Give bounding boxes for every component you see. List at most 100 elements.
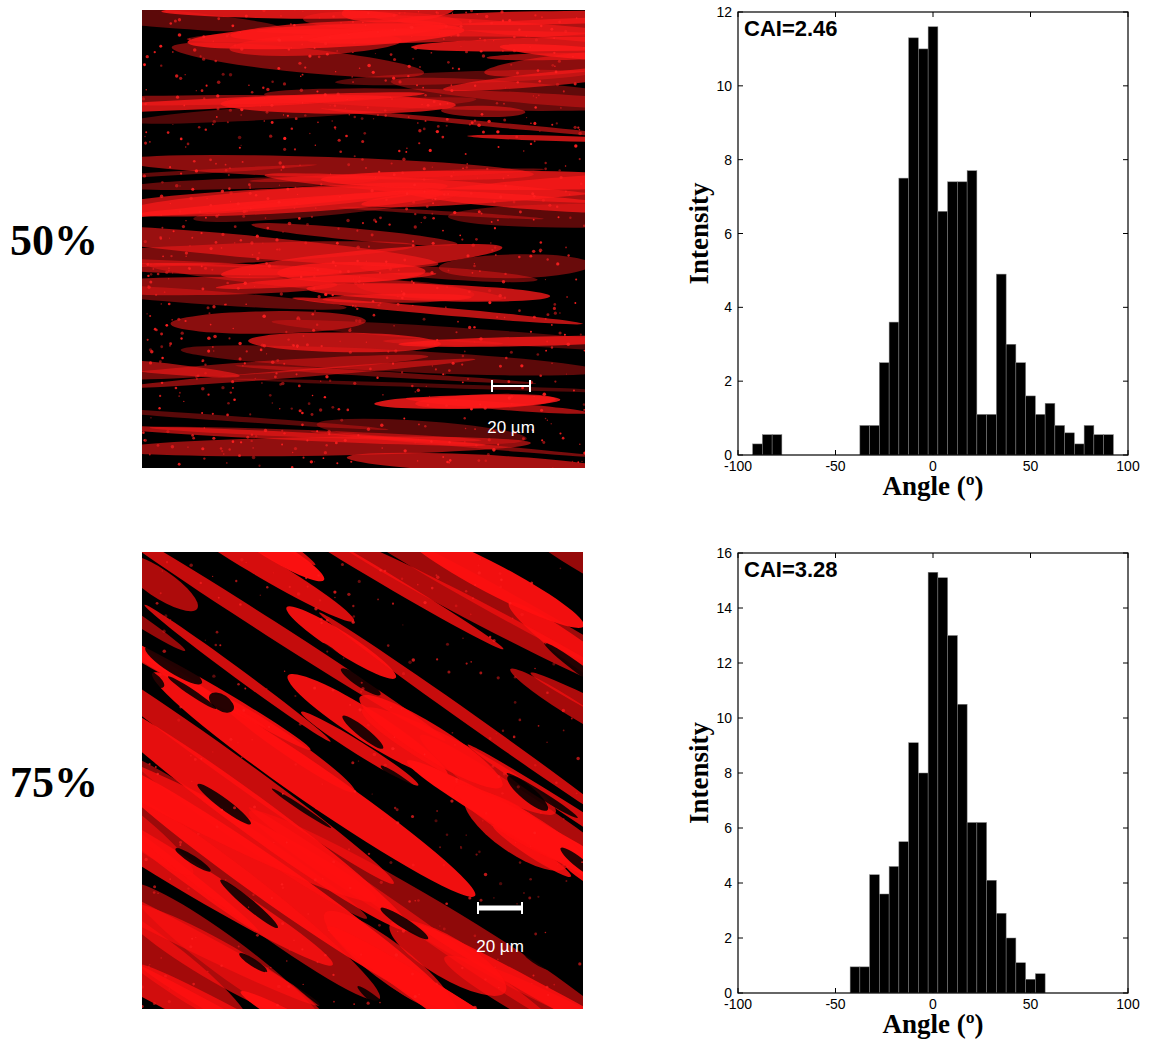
speckle [577,126,579,128]
histogram-bar [850,967,860,993]
speckle [207,336,211,340]
scale-bar-end [477,902,479,914]
speckle [533,195,536,198]
speckle [490,22,493,25]
speckle [445,902,448,905]
speckle [349,887,352,890]
speckle [462,381,464,383]
speckle [240,145,241,146]
speckle [357,434,359,436]
speckle [213,350,214,351]
speckle [461,363,463,365]
speckle [283,363,285,365]
speckle [480,50,483,53]
y-tick-label: 4 [724,299,732,315]
speckle [424,94,426,96]
speckle [230,201,231,202]
speckle [430,271,433,274]
speckle [332,860,335,863]
speckle [294,447,297,450]
x-tick-top [738,12,739,17]
speckle [474,341,475,342]
speckle [187,143,190,146]
speckle [496,733,497,734]
speckle [450,36,451,37]
speckle [147,286,150,289]
y-tick-right [1123,553,1128,554]
speckle [226,462,228,464]
speckle [178,395,180,397]
speckle [210,324,212,326]
speckle [228,34,229,35]
dark-gap [142,641,206,690]
speckle [402,672,405,675]
speckle [217,80,221,84]
histogram-bar [870,425,880,455]
speckle [379,1002,381,1004]
speckle [414,225,417,228]
speckle [218,214,220,216]
speckle [235,580,237,582]
fiber [395,552,583,639]
speckle [422,87,424,89]
speckle [401,172,404,175]
speckle [474,428,476,430]
fiber [170,310,366,335]
speckle [360,954,362,956]
speckle [244,688,246,690]
y-axis-title: Intensity [684,721,714,824]
histogram-bar [918,49,928,455]
histogram-bar [918,773,928,993]
speckle [266,688,267,689]
speckle [560,176,563,179]
speckle [291,407,293,409]
speckle [201,89,204,92]
speckle [484,459,487,462]
speckle [289,586,291,588]
speckle [144,858,148,862]
speckle [334,126,336,128]
speckle [565,165,566,166]
speckle [160,345,163,348]
speckle [149,361,152,364]
speckle [279,185,280,186]
speckle [319,408,322,411]
speckle [177,318,180,321]
speckle [530,331,532,333]
speckle [202,359,205,362]
speckle [149,141,151,143]
speckle [400,708,402,710]
x-tick-top [933,553,934,558]
speckle [391,98,393,100]
speckle [443,38,445,40]
speckle [441,136,444,139]
speckle [314,461,315,462]
speckle [215,241,218,244]
speckle [147,339,149,341]
speckle [188,267,191,270]
speckle [351,761,354,764]
speckle [423,216,426,219]
speckle [583,451,585,454]
speckle [273,572,274,573]
speckle [569,216,571,218]
speckle [484,406,487,409]
speckle [276,249,278,251]
speckle [161,181,164,184]
speckle [282,231,284,233]
speckle [171,445,175,449]
speckle [207,306,210,309]
speckle [201,265,203,267]
y-tick-label: 8 [724,152,732,168]
speckle [473,1006,477,1009]
speckle [412,201,415,204]
speckle [397,295,399,297]
speckle [411,385,414,388]
speckle [413,184,416,187]
speckle [541,439,543,441]
speckle [445,306,446,307]
speckle [379,302,381,304]
speckle [439,23,440,24]
panel-label: 75% [10,758,98,807]
speckle [162,630,165,633]
